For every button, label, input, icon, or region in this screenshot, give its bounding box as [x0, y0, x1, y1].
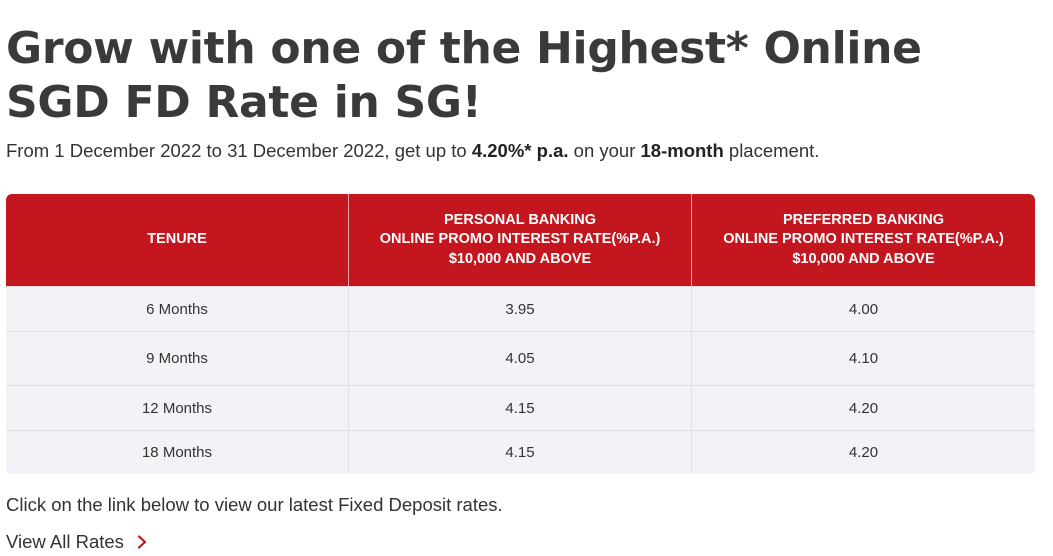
header-line: PREFERRED BANKING [782, 211, 945, 228]
header-line: TENURE [147, 231, 207, 248]
header-line: ONLINE PROMO INTEREST RATE(%P.A.) [723, 231, 1004, 248]
cell-preferred-rate: 4.20 [692, 430, 1035, 474]
rates-table: TENURE PERSONAL BANKING ONLINE PROMO INT… [6, 194, 1035, 474]
cell-preferred-rate: 4.10 [692, 331, 1035, 385]
cell-tenure: 9 Months [6, 331, 349, 385]
promo-text-1: From 1 December 2022 to 31 December 2022… [6, 140, 472, 161]
page-title: Grow with one of the Highest* Online SGD… [6, 23, 922, 128]
cell-personal-rate: 4.15 [349, 385, 692, 430]
promo-text-2: on your [568, 140, 641, 161]
promo-text-3: placement. [723, 140, 820, 161]
view-all-rates-label: View All Rates [6, 531, 124, 552]
link-instruction: Click on the link below to view our late… [6, 494, 503, 515]
view-all-rates-link[interactable]: View All Rates [6, 530, 148, 554]
chevron-right-icon [137, 535, 147, 549]
cell-preferred-rate: 4.20 [692, 385, 1035, 430]
table-row: 12 Months 4.15 4.20 [6, 385, 1035, 430]
table-row: 6 Months 3.95 4.00 [6, 286, 1035, 331]
cell-tenure: 18 Months [6, 430, 349, 474]
header-personal-banking: PERSONAL BANKING ONLINE PROMO INTEREST R… [349, 194, 692, 286]
header-line: $10,000 AND ABOVE [448, 250, 592, 267]
header-line: $10,000 AND ABOVE [792, 250, 935, 267]
cell-tenure: 6 Months [6, 286, 349, 331]
cell-personal-rate: 4.15 [349, 430, 692, 474]
header-line: PERSONAL BANKING [444, 211, 596, 228]
cell-tenure: 12 Months [6, 385, 349, 430]
header-preferred-banking: PREFERRED BANKING ONLINE PROMO INTEREST … [692, 194, 1035, 286]
table-row: 9 Months 4.05 4.10 [6, 331, 1035, 385]
promo-tenure: 18-month [640, 140, 724, 161]
table-header-row: TENURE PERSONAL BANKING ONLINE PROMO INT… [6, 194, 1035, 286]
promo-rate: 4.20%* p.a. [471, 140, 569, 161]
cell-preferred-rate: 4.00 [692, 286, 1035, 331]
promo-description: From 1 December 2022 to 31 December 2022… [6, 139, 1053, 163]
cell-personal-rate: 4.05 [349, 331, 692, 385]
cell-personal-rate: 3.95 [349, 286, 692, 331]
header-tenure: TENURE [6, 194, 349, 286]
header-line: ONLINE PROMO INTEREST RATE(%P.A.) [379, 231, 661, 248]
table-row: 18 Months 4.15 4.20 [6, 430, 1035, 474]
